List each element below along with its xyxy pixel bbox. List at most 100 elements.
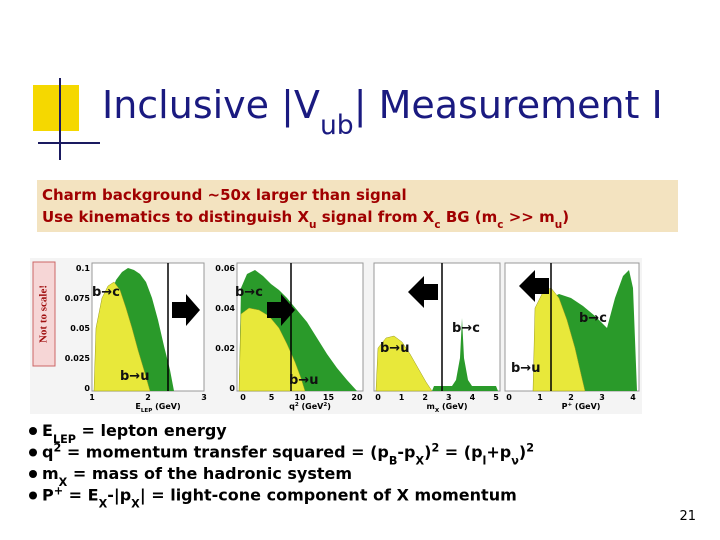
panel: 0.1 0.075 0.05 0.025 01 2 3 ELEP (GeV) b→c b→u — [65, 262, 207, 414]
text-run: LEP — [141, 408, 153, 414]
cut-arrow — [172, 294, 200, 326]
text-run: B — [389, 454, 398, 467]
bullet-text: ELEP = lepton energy — [42, 421, 227, 446]
text-run: E — [135, 402, 140, 411]
text-run: = (p — [439, 443, 482, 462]
text-run: Use kinematics to distinguish X — [42, 208, 309, 226]
curve-label: b→u — [511, 361, 540, 376]
text-run: -|p — [107, 486, 131, 506]
text-run: = E — [63, 486, 98, 505]
text-run: = mass of the hadronic system — [67, 464, 352, 483]
x-tick-label: 2 — [145, 393, 151, 402]
x-tick-label: 3 — [599, 393, 605, 402]
text-run: 2 — [431, 441, 439, 454]
text-run: | Measurement I — [354, 83, 663, 128]
y-tick-label: 0.1 — [76, 264, 91, 273]
text-run: q — [42, 443, 53, 462]
y-tick-label: 0.02 — [215, 344, 235, 353]
text-run: = lepton energy — [76, 421, 227, 440]
hist-bu — [532, 287, 586, 392]
x-axis-label: mX (GeV) — [427, 402, 468, 414]
bullet-dot — [29, 427, 37, 435]
text-run: E — [42, 421, 53, 440]
text-run: X — [415, 454, 424, 467]
text-run: ) — [327, 402, 331, 411]
y-tick-label: 0.04 — [215, 304, 235, 313]
note-line: Charm background ~50x larger than signal — [42, 186, 407, 204]
text-run: signal from X — [317, 208, 435, 226]
bullet-dot — [29, 470, 37, 478]
text-run: l — [483, 454, 487, 467]
x-tick-label: 2 — [422, 393, 428, 402]
y-tick-label: 0.06 — [215, 264, 235, 273]
text-run: 2 — [295, 402, 299, 408]
text-run: X — [59, 476, 68, 489]
x-axis-label: ELEP (GeV) — [135, 402, 180, 414]
title-square — [33, 85, 79, 131]
x-tick-label: 0 — [375, 393, 381, 402]
text-run: +p — [486, 443, 511, 462]
curve-label: b→u — [380, 341, 409, 356]
side-label-box — [32, 261, 56, 367]
x-tick-label: 1 — [537, 393, 543, 402]
hist-bu — [375, 335, 433, 392]
x-tick-label: 5 — [269, 393, 275, 402]
side-label: Not to scale! — [38, 285, 50, 343]
x-tick-label: 10 — [294, 393, 306, 402]
text-run: P — [562, 402, 568, 411]
text-run: ) — [519, 443, 526, 462]
x-tick-label: 4 — [630, 393, 636, 402]
text-run: u — [555, 219, 562, 231]
curve-label: b→c — [579, 311, 607, 326]
text-run: X — [99, 497, 108, 510]
cut-arrow — [519, 270, 549, 302]
panel: 0 1 2 3 4 P+ (GeV) b→c b→u — [504, 262, 640, 411]
x-tick-label: 15 — [323, 393, 335, 402]
text-run: ub — [320, 110, 354, 141]
curve-label: b→u — [289, 373, 318, 388]
text-run: LEP — [53, 433, 76, 446]
text-run: -p — [397, 443, 415, 462]
text-run: = momentum transfer squared = (p — [61, 443, 389, 462]
text-run: + — [54, 484, 63, 497]
y-tick-label: 0.075 — [65, 294, 91, 303]
y-tick-label: 0.025 — [65, 354, 91, 363]
text-run: m — [42, 464, 59, 483]
hist-bu — [238, 307, 306, 392]
text-run: 2 — [323, 402, 327, 408]
y-tick-label: 0.05 — [70, 324, 90, 333]
x-tick-label: 3 — [201, 393, 207, 402]
x-tick-label: 3 — [446, 393, 452, 402]
text-run: c — [497, 219, 503, 231]
y-tick-label: 0 — [84, 384, 90, 393]
panel: 0 1 2 3 4 5 mX (GeV) b→c b→u — [373, 262, 501, 414]
page-number: 21 — [679, 509, 696, 524]
slide-title: Inclusive |Vub| Measurement I — [102, 83, 663, 141]
text-run: BG (m — [441, 208, 498, 226]
x-axis-label: q2 (GeV2) — [289, 402, 331, 411]
x-tick-label: 1 — [399, 393, 405, 402]
cut-arrow — [267, 294, 295, 326]
curve-label: b→c — [452, 321, 480, 336]
text-run: ) — [424, 443, 431, 462]
bullet-dot — [29, 448, 37, 457]
x-tick-label: 5 — [493, 393, 499, 402]
text-run: (GeV — [299, 402, 324, 411]
text-run: 2 — [526, 441, 534, 454]
x-tick-label: 0 — [506, 393, 512, 402]
text-run: ν — [511, 454, 519, 467]
curve-label: b→u — [120, 369, 149, 384]
text-run: | = light-cone component of X momentum — [140, 486, 517, 506]
bullet-dot — [29, 491, 37, 500]
text-run: (GeV) — [439, 402, 467, 411]
text-run: Inclusive |V — [102, 83, 320, 128]
x-tick-label: 20 — [351, 393, 363, 402]
x-axis-label: P+ (GeV) — [562, 402, 601, 411]
bullet-text: q 2 = momentum transfer squared = (pB-pX)… — [42, 441, 534, 467]
text-run: (GeV) — [572, 402, 600, 411]
cut-arrow — [408, 276, 438, 308]
text-run: c — [434, 219, 440, 231]
